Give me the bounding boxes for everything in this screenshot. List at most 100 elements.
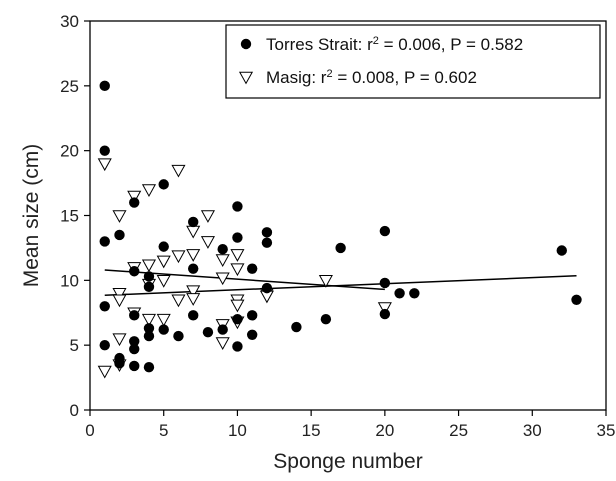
data-point-torres-strait [114,229,125,241]
data-point-torres-strait [232,341,243,352]
data-point-torres-strait [158,324,169,335]
x-tick-label: 10 [228,421,247,440]
legend: Torres Strait: r2 = 0.006, P = 0.582 Masi… [225,24,601,99]
data-point-masig [112,210,127,223]
data-point-torres-strait [129,336,140,347]
x-tick-label: 5 [159,421,168,440]
data-point-masig [97,158,112,172]
data-point-torres-strait [571,294,582,305]
data-point-torres-strait [320,314,332,325]
data-point-masig [141,313,157,327]
data-point-masig [318,275,333,288]
data-point-torres-strait [99,301,110,312]
data-point-torres-strait [173,330,184,342]
data-point-torres-strait [261,282,273,294]
data-point-masig [230,249,245,262]
data-point-torres-strait [129,266,140,277]
data-point-masig [230,263,245,277]
legend-marker-torres-strait [240,38,252,50]
data-point-masig [141,259,157,273]
x-tick-label: 25 [449,421,468,440]
data-point-torres-strait [143,281,155,293]
data-point-torres-strait [129,310,140,321]
data-point-masig [230,299,245,313]
data-point-torres-strait [261,237,273,248]
x-tick-label: 15 [302,421,321,440]
data-point-torres-strait [143,362,155,373]
data-point-torres-strait [232,232,243,243]
data-point-torres-strait [379,277,391,289]
data-point-masig [377,302,392,315]
data-point-torres-strait [291,321,302,333]
data-point-torres-strait [158,241,169,252]
data-point-torres-strait [129,197,140,208]
data-point-masig [186,249,201,262]
data-point-masig [186,225,201,239]
data-point-torres-strait [188,310,199,321]
data-point-torres-strait [99,236,110,247]
data-points [97,80,582,379]
data-point-torres-strait [114,358,125,369]
data-point-masig [97,365,112,379]
data-point-torres-strait [246,329,258,340]
data-point-torres-strait [188,263,199,274]
y-tick-label: 0 [70,401,79,420]
data-point-torres-strait [232,314,243,325]
data-point-masig [215,254,230,268]
data-point-torres-strait [217,324,228,335]
data-point-torres-strait [143,271,155,282]
y-tick-label: 30 [60,12,79,31]
x-tick-label: 0 [85,421,94,440]
y-tick-label: 10 [60,271,79,290]
y-tick-label: 20 [60,142,79,161]
data-point-torres-strait [99,145,110,156]
data-point-torres-strait [202,327,214,338]
data-point-masig [112,333,127,347]
data-point-torres-strait [99,80,110,92]
x-tick-label: 20 [375,421,394,440]
data-point-torres-strait [232,201,243,212]
data-point-masig [171,164,186,178]
data-point-torres-strait [246,263,258,274]
data-point-torres-strait [158,179,169,190]
data-point-masig [200,236,215,249]
data-point-torres-strait [99,339,110,351]
y-tick-label: 5 [70,336,79,355]
legend-entry: Torres Strait: r2 = 0.006, P = 0.582 [266,35,523,54]
axes: 0 5 10 15 20 25 30 35 0 5 10 15 20 25 30 [60,12,615,440]
data-point-torres-strait [129,343,140,355]
trend-lines [104,269,577,296]
data-point-torres-strait [246,310,258,321]
data-point-masig [215,272,230,286]
data-point-torres-strait [143,330,155,342]
data-point-masig [112,288,127,301]
legend-box [225,24,601,99]
data-point-masig [141,184,157,197]
data-point-masig [156,255,171,269]
data-point-torres-strait [143,323,155,334]
y-tick-label: 15 [60,207,79,226]
data-point-masig [171,250,186,264]
data-point-masig [127,190,142,204]
data-point-torres-strait [556,245,567,256]
data-point-masig [112,294,127,308]
y-tick-label: 25 [60,77,79,96]
data-point-torres-strait [394,288,405,299]
data-point-masig [156,275,171,288]
data-point-torres-strait [188,216,199,228]
x-tick-label: 35 [597,421,616,440]
data-point-masig [186,285,201,299]
legend-marker-masig [238,71,254,85]
x-axis-title: Sponge number [273,450,422,473]
data-point-torres-strait [409,288,420,299]
data-point-masig [186,293,201,306]
data-point-torres-strait [379,308,391,320]
data-point-torres-strait [335,242,346,254]
data-point-masig [156,313,171,327]
data-point-masig [215,337,230,351]
data-point-torres-strait [379,225,391,237]
data-point-torres-strait [217,244,228,255]
data-point-torres-strait [261,227,273,238]
x-tick-label: 30 [523,421,542,440]
